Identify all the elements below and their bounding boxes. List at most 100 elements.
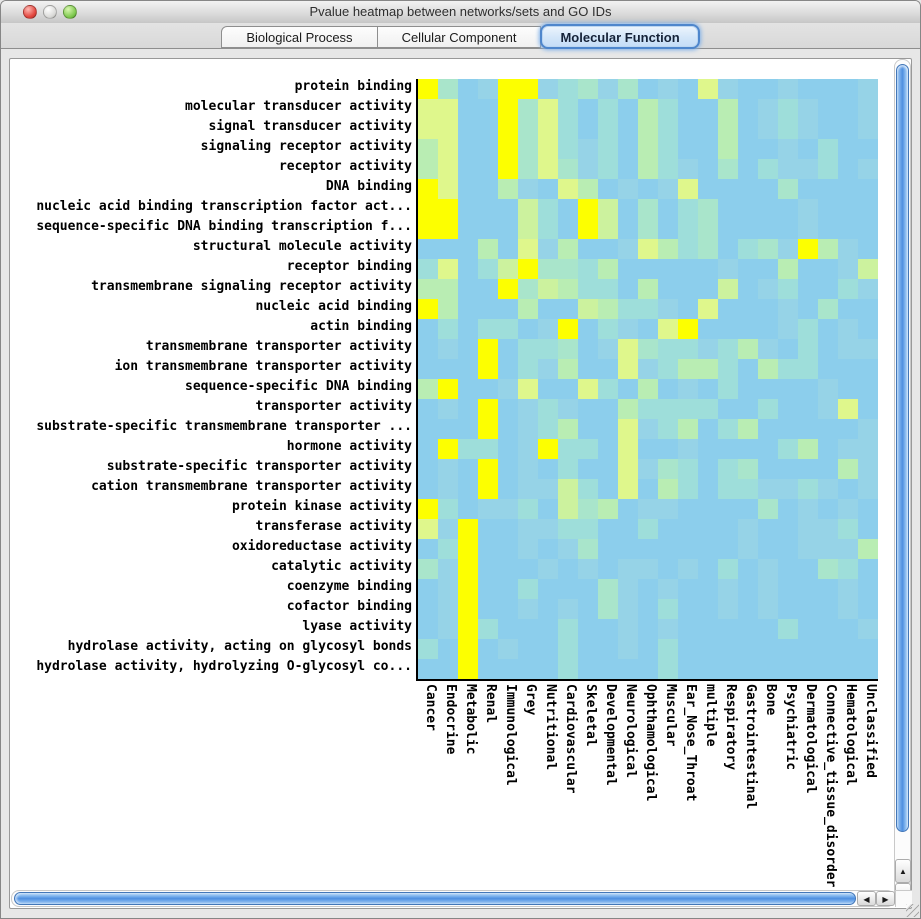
- heatmap-cell: [658, 339, 678, 359]
- scroll-right-button[interactable]: ▶: [876, 891, 895, 906]
- heatmap-cell: [578, 299, 598, 319]
- heatmap-cell: [778, 499, 798, 519]
- scrollbar-corner: [895, 890, 912, 907]
- resize-grip[interactable]: [906, 904, 919, 917]
- heatmap-cell: [638, 619, 658, 639]
- heatmap-cell: [578, 539, 598, 559]
- heatmap-cell: [838, 119, 858, 139]
- tab-bar: Biological Process Cellular Component Mo…: [1, 24, 920, 49]
- heatmap-cell: [438, 519, 458, 539]
- heatmap-cell: [518, 199, 538, 219]
- title-bar[interactable]: Pvalue heatmap between networks/sets and…: [1, 1, 920, 24]
- heatmap-cell: [558, 439, 578, 459]
- heatmap-cell: [738, 279, 758, 299]
- heatmap-cell: [498, 79, 518, 99]
- heatmap-cell: [658, 219, 678, 239]
- horizontal-scrollbar[interactable]: ◀ ▶: [11, 890, 895, 907]
- close-button[interactable]: [23, 5, 37, 19]
- scroll-left-icon: ◀: [863, 895, 870, 904]
- col-label: Connective_tissue_disorder: [823, 684, 838, 888]
- heatmap-cell: [538, 459, 558, 479]
- heatmap-cell: [618, 319, 638, 339]
- heatmap-cell: [498, 99, 518, 119]
- minimize-button[interactable]: [43, 5, 57, 19]
- heatmap-cell: [698, 319, 718, 339]
- heatmap-cell: [458, 239, 478, 259]
- heatmap-cell: [678, 339, 698, 359]
- heatmap-cell: [498, 419, 518, 439]
- heatmap-cell: [718, 419, 738, 439]
- col-label: Cardiovascular: [563, 684, 578, 794]
- heatmap-cell: [458, 559, 478, 579]
- heatmap-cell: [418, 459, 438, 479]
- vertical-scrollbar-thumb[interactable]: [896, 64, 909, 832]
- heatmap-cell: [498, 619, 518, 639]
- heatmap-cell: [538, 119, 558, 139]
- heatmap-cell: [698, 539, 718, 559]
- heatmap-cell: [598, 279, 618, 299]
- horizontal-scrollbar-thumb[interactable]: [14, 892, 856, 905]
- heatmap-cell: [778, 419, 798, 439]
- heatmap-cell: [478, 499, 498, 519]
- heatmap-cell: [798, 199, 818, 219]
- heatmap-cell: [518, 399, 538, 419]
- heatmap-cell: [618, 99, 638, 119]
- heatmap-cell: [598, 419, 618, 439]
- heatmap-cell: [518, 219, 538, 239]
- heatmap-cell: [738, 179, 758, 199]
- heatmap-cell: [698, 139, 718, 159]
- heatmap-cell: [578, 459, 598, 479]
- heatmap-cell: [738, 419, 758, 439]
- heatmap-cell: [618, 559, 638, 579]
- heatmap-cell: [598, 659, 618, 679]
- heatmap-cell: [538, 339, 558, 359]
- heatmap-cell: [638, 459, 658, 479]
- tab-cellular-component[interactable]: Cellular Component: [377, 26, 542, 48]
- heatmap-cell: [678, 579, 698, 599]
- heatmap-cell: [838, 539, 858, 559]
- heatmap-cell: [638, 479, 658, 499]
- heatmap-cell: [858, 659, 878, 679]
- heatmap-cell: [838, 139, 858, 159]
- heatmap-cell: [758, 259, 778, 279]
- heatmap-cell: [778, 299, 798, 319]
- tab-biological-process[interactable]: Biological Process: [221, 26, 378, 48]
- heatmap-cell: [538, 199, 558, 219]
- heatmap-cell: [738, 299, 758, 319]
- heatmap-cell: [598, 299, 618, 319]
- heatmap-cell: [638, 379, 658, 399]
- heatmap-cell: [438, 639, 458, 659]
- heatmap-row-labels: protein binding molecular transducer acti…: [7, 79, 412, 679]
- heatmap-cell: [638, 199, 658, 219]
- heatmap-cell: [618, 639, 638, 659]
- heatmap-cell: [758, 619, 778, 639]
- zoom-button[interactable]: [63, 5, 77, 19]
- heatmap-cell: [758, 379, 778, 399]
- heatmap-cell: [698, 219, 718, 239]
- heatmap-cell: [758, 399, 778, 419]
- heatmap-cell: [678, 299, 698, 319]
- heatmap-cell: [698, 399, 718, 419]
- heatmap-cell: [758, 159, 778, 179]
- tab-molecular-function[interactable]: Molecular Function: [540, 24, 700, 49]
- heatmap-cell: [738, 259, 758, 279]
- heatmap-cell: [658, 579, 678, 599]
- heatmap-cell: [838, 219, 858, 239]
- scroll-up-button[interactable]: ▲: [895, 859, 911, 883]
- heatmap-cell: [858, 319, 878, 339]
- heatmap-cell: [738, 219, 758, 239]
- heatmap-cell: [638, 439, 658, 459]
- heatmap-cell: [718, 659, 738, 679]
- heatmap-cell: [718, 579, 738, 599]
- scroll-left-button[interactable]: ◀: [857, 891, 876, 906]
- heatmap-cell: [798, 239, 818, 259]
- heatmap-cell: [738, 159, 758, 179]
- heatmap-cell: [818, 319, 838, 339]
- heatmap-cell: [558, 119, 578, 139]
- heatmap-cell: [618, 359, 638, 379]
- heatmap-cell: [658, 439, 678, 459]
- heatmap-cell: [458, 459, 478, 479]
- vertical-scrollbar[interactable]: ▲ ▼: [894, 59, 911, 907]
- heatmap-cell: [438, 99, 458, 119]
- heatmap-cell: [558, 159, 578, 179]
